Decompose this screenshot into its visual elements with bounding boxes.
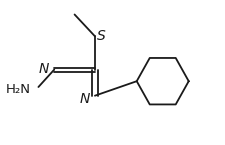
Text: N: N xyxy=(38,62,48,76)
Text: S: S xyxy=(97,29,106,42)
Text: H₂N: H₂N xyxy=(6,83,30,96)
Text: N: N xyxy=(80,92,90,106)
